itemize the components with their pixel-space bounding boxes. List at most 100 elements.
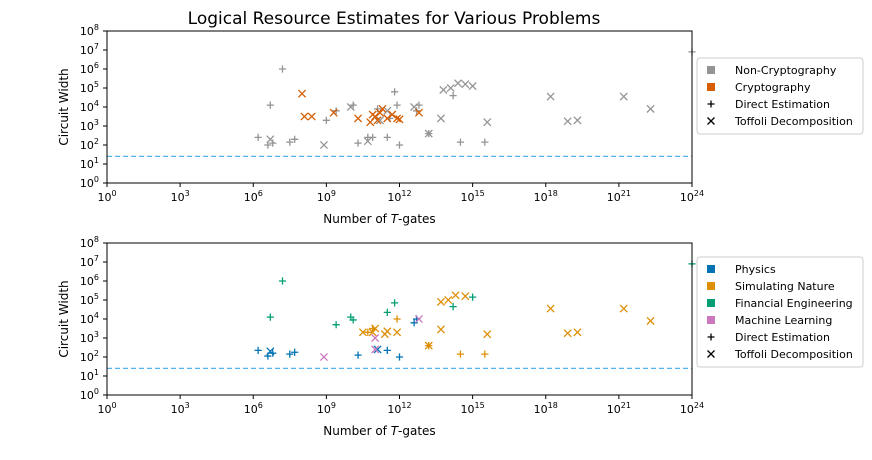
data-point-cross [646,316,655,325]
legend-swatch [707,66,715,74]
data-point-plus [291,348,299,356]
data-point-plus [369,133,377,141]
data-point-cross [371,345,380,354]
y-tick-label: 102 [80,137,99,152]
data-point-cross [319,140,328,150]
data-point-plus [449,303,457,311]
data-point-plus [266,313,274,321]
data-point-cross [546,92,555,101]
y-axis-label: Circuit Width [57,68,71,145]
legend-label: Non-Cryptography [735,64,837,77]
data-point-cross [436,325,445,334]
data-point-cross [393,114,402,123]
data-point-cross [375,108,385,117]
legend-frame [696,256,864,368]
data-point-cross [453,79,463,88]
data-point-plus [373,105,382,113]
legend-swatch [707,282,715,290]
data-point-cross [393,328,402,337]
data-point-cross [371,324,380,333]
x-tick-label: 1015 [461,401,485,416]
data-point-cross [546,304,555,313]
data-point-cross [424,129,433,138]
data-point-plus [469,293,477,301]
data-point-cross [371,112,380,121]
data-point-plus [383,308,391,316]
data-point-plus [395,141,404,149]
data-point-plus [349,316,357,324]
legend-label: Toffoli Decomposition [734,115,853,128]
data-point-plus [391,88,399,96]
x-tick-label: 106 [244,189,263,204]
data-point-cross [468,82,477,91]
data-point-plus [322,116,330,124]
x-tick-label: 1012 [387,401,411,416]
x-tick-label: 1018 [534,401,558,416]
y-tick-label: 103 [80,118,99,133]
data-point-cross [444,295,453,305]
legend-label: Simulating Nature [735,280,835,293]
data-point-plus [393,101,401,109]
data-point-plus [383,346,391,354]
data-point-plus [481,350,489,358]
x-tick-label: 100 [97,401,116,416]
x-tick-label: 1015 [461,189,485,204]
legend: Non-Cryptography Cryptography Direct Estim… [696,57,864,135]
data-point-plus [391,299,399,307]
y-tick-label: 101 [80,156,99,171]
data-point-plus [456,350,465,358]
data-point-plus [278,277,287,285]
x-axis-label: Number of T-gates [323,212,435,226]
data-point-cross [483,330,492,339]
data-point-cross [619,304,628,313]
y-axis-label: Circuit Width [57,280,71,357]
data-point-cross [414,314,424,324]
y-tick-label: 104 [80,99,99,114]
data-point-plus [266,101,274,109]
x-tick-label: 1018 [534,189,558,204]
data-point-cross [371,333,380,343]
x-tick-label: 1012 [387,189,411,204]
x-tick-label: 106 [244,401,263,416]
legend-label: Machine Learning [735,314,832,327]
data-point-cross [388,110,397,119]
legend-swatch [707,299,715,307]
legend-plus-marker [707,333,715,341]
y-tick-label: 108 [80,23,99,38]
y-tick-label: 101 [80,368,99,383]
y-tick-label: 105 [80,292,99,307]
x-tick-label: 1021 [607,189,631,204]
data-point-cross [363,137,372,146]
x-tick-label: 109 [317,401,336,416]
legend-label: Financial Engineering [735,297,853,310]
legend-frame [696,57,864,135]
figure-title: Logical Resource Estimates for Various P… [188,9,601,29]
data-point-cross [461,80,470,89]
data-point-cross [483,118,492,127]
x-tick-label: 1024 [680,189,704,204]
legend-swatch [707,83,715,91]
legend-label: Physics [735,263,776,276]
data-point-plus [332,321,340,329]
legend-cross-marker [707,350,715,358]
data-point-plus [278,65,287,73]
x-axis-label: Number of T-gates [323,424,435,438]
data-point-plus [286,350,294,358]
data-point-cross [436,114,445,123]
x-tick-label: 109 [317,189,336,204]
data-point-cross [573,116,582,125]
data-point-plus [254,346,262,354]
y-tick-label: 103 [80,330,99,345]
data-point-cross [358,328,367,337]
legend-swatch [707,316,715,324]
legend-label: Direct Estimation [735,331,830,344]
data-point-cross [383,327,392,336]
data-point-plus [481,138,489,146]
data-point-cross [563,117,572,126]
x-tick-label: 100 [97,189,116,204]
data-point-cross [373,345,382,354]
data-point-plus [395,353,404,361]
data-point-plus [354,351,362,359]
legend-swatch [707,265,715,273]
